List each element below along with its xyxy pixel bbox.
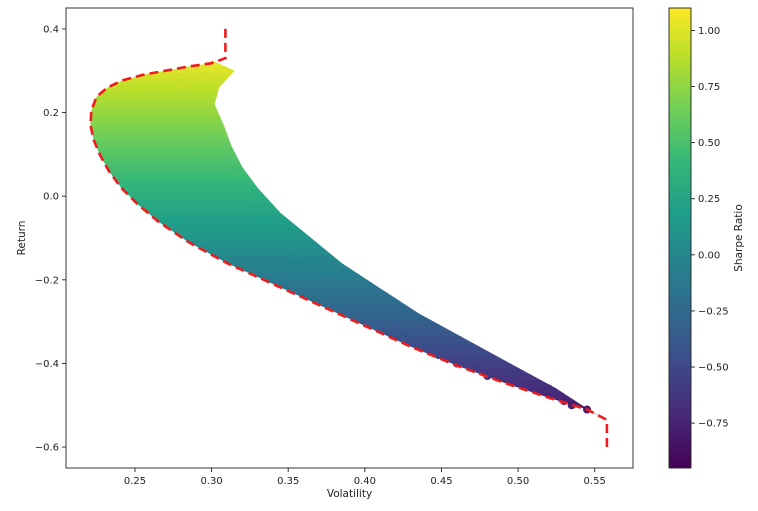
scatter-point xyxy=(471,363,480,372)
scatter-point xyxy=(192,146,201,155)
colorbar-tick-label: 0.25 xyxy=(698,194,720,205)
y-tick-label: −0.2 xyxy=(35,275,59,286)
scatter-point xyxy=(419,342,428,351)
plot-area xyxy=(65,7,634,469)
scatter-point xyxy=(207,108,216,117)
scatter-point xyxy=(379,317,388,326)
y-tick-label: −0.6 xyxy=(35,443,59,454)
scatter-point xyxy=(567,401,576,410)
scatter-point xyxy=(215,121,224,130)
colorbar-tick-label: 0.75 xyxy=(698,82,720,93)
scatter-point xyxy=(337,292,346,301)
plot-frame xyxy=(65,7,634,469)
scatter-point xyxy=(207,137,216,146)
x-tick-label: 0.45 xyxy=(430,476,452,487)
scatter-point xyxy=(230,167,239,176)
scatter-point xyxy=(222,154,231,163)
y-axis-label: Return xyxy=(16,221,28,256)
efficient-frontier-line xyxy=(89,28,609,448)
scatter-point xyxy=(514,376,523,385)
y-tick-label: 0.4 xyxy=(43,24,59,35)
scatter-point xyxy=(207,83,216,92)
scatter-point xyxy=(317,275,326,284)
y-tick-label: −0.4 xyxy=(35,359,59,370)
colorbar-tick-label: 0.00 xyxy=(698,250,720,261)
scatter-point xyxy=(149,91,158,100)
scatter-point xyxy=(276,234,285,242)
scatter-points xyxy=(149,62,591,414)
scatter-point xyxy=(544,384,553,393)
scatter-point xyxy=(196,100,205,109)
x-axis-label: Volatility xyxy=(327,488,372,500)
scatter-point xyxy=(506,367,515,376)
scatter-point xyxy=(348,300,357,309)
colorbar-tick-label: 0.50 xyxy=(698,138,720,149)
scatter-point xyxy=(307,267,316,276)
colorbar: −0.75 −0.50 −0.25 0.00 0.25 0.50 0.75 1.00 Shar… xyxy=(668,7,745,469)
x-tick-label: 0.35 xyxy=(277,476,299,487)
colorbar-tick-label: −0.25 xyxy=(698,306,729,317)
colorbar-label: Sharpe Ratio xyxy=(733,204,745,272)
scatter-point xyxy=(215,66,224,75)
y-tick-label: 0.0 xyxy=(43,192,59,203)
scatter-point xyxy=(241,183,250,192)
colorbar-tick-label: 1.00 xyxy=(698,26,720,37)
scatter-point xyxy=(199,70,208,79)
scatter-point xyxy=(368,313,377,322)
scatter-point xyxy=(253,196,262,205)
y-axis-ticks: −0.6 −0.4 −0.2 0.0 0.2 0.4 xyxy=(35,24,66,454)
scatter-point xyxy=(186,116,195,125)
scatter-point xyxy=(399,330,408,339)
colorbar-ticks: −0.75 −0.50 −0.25 0.00 0.25 0.50 0.75 1.00 xyxy=(691,26,729,430)
colorbar-tick-label: −0.75 xyxy=(698,419,729,430)
x-axis-ticks: 0.25 0.30 0.35 0.40 0.45 0.50 0.55 xyxy=(124,468,606,487)
scatter-point xyxy=(434,351,443,360)
colorbar-gradient xyxy=(668,7,692,469)
y-tick-label: 0.2 xyxy=(43,108,59,119)
colorbar-tick-label: −0.50 xyxy=(698,363,729,374)
x-tick-label: 0.40 xyxy=(354,476,376,487)
scatter-point xyxy=(265,217,274,226)
scatter-point xyxy=(291,250,300,259)
x-tick-label: 0.30 xyxy=(200,476,222,487)
scatter-point xyxy=(176,79,185,88)
x-tick-label: 0.25 xyxy=(124,476,146,487)
x-tick-label: 0.50 xyxy=(507,476,529,487)
x-tick-label: 0.55 xyxy=(584,476,606,487)
